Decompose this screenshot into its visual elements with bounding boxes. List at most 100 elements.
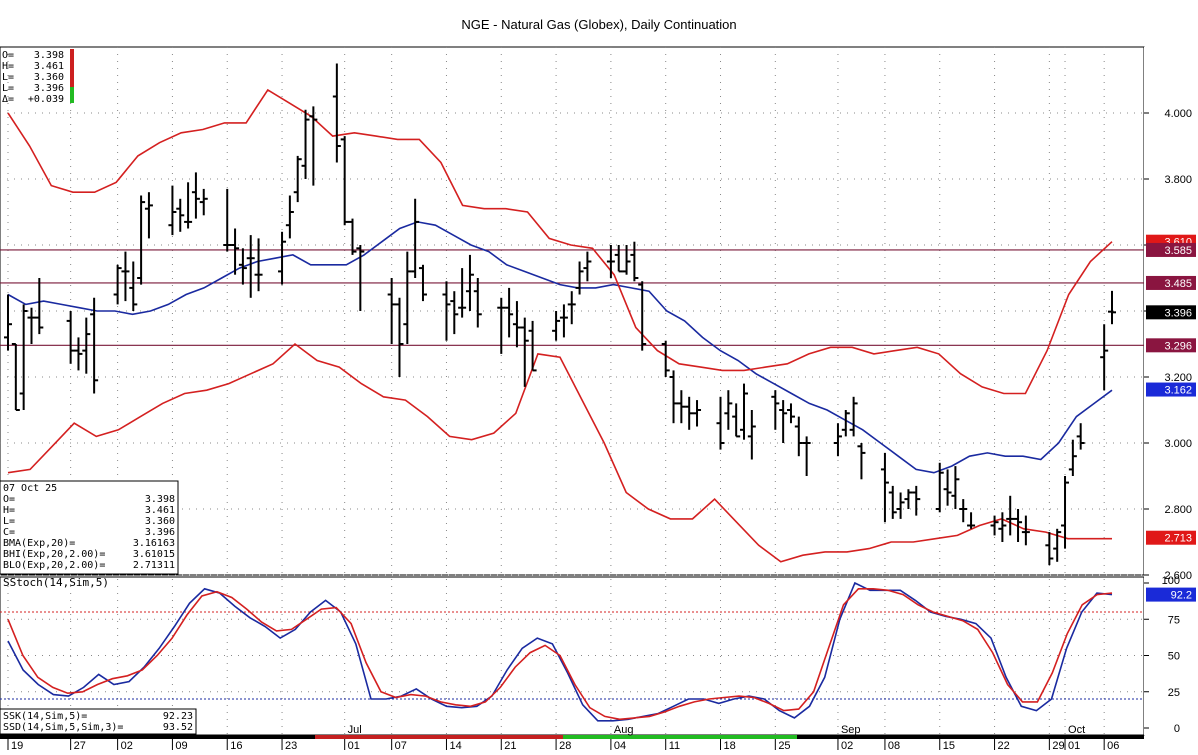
- ohlc-bar: [896, 492, 905, 519]
- stoch-y-axis: 0 25 50 75 100 92.2: [1144, 575, 1196, 735]
- ohlc-bar: [732, 403, 741, 438]
- ohlc-bar: [693, 400, 702, 427]
- ohlc-bar: [1108, 290, 1116, 325]
- moving-average-line: [7, 221, 1113, 474]
- ohlc-bar: [630, 241, 639, 282]
- info-value: 3.461: [145, 505, 175, 516]
- x-tick-label: 21: [504, 740, 516, 752]
- x-tick-label: 02: [121, 740, 133, 752]
- x-tick-label: 08: [888, 740, 900, 752]
- ohlc-bar: [90, 297, 99, 394]
- ohlc-bar: [849, 396, 858, 437]
- ssk-line: [7, 581, 1113, 722]
- readout-green-bar: [70, 87, 74, 103]
- ohlc-bar: [857, 443, 866, 480]
- y-tick-label: 2.800: [1164, 504, 1192, 516]
- ohlc-bar: [771, 390, 780, 430]
- readout-red-bar: [70, 49, 74, 87]
- price-tag: 3.585: [1146, 242, 1196, 257]
- ohlc-bar: [943, 469, 952, 506]
- ohlc-bar: [223, 188, 232, 252]
- ohlc-bar: [786, 403, 795, 424]
- stoch-info-value: 92.23: [163, 711, 193, 722]
- ohlc-bar: [176, 198, 185, 232]
- x-tick-label: 07: [395, 740, 407, 752]
- x-tick-label: 04: [614, 740, 626, 752]
- ohlc-bar: [497, 297, 506, 354]
- ohlc-bar: [387, 278, 396, 344]
- stoch-info-panel: SSK(14,Sim,5)= 92.23 SSD(14,Sim,5,Sim,3)= 9…: [0, 708, 197, 735]
- price-y-axis: 2.600 2.800 3.000 3.200 3.800 4.000: [1144, 108, 1192, 582]
- stoch-info-box: [0, 708, 197, 735]
- ohlc-bar: [912, 485, 921, 516]
- ohlc-bars: [4, 63, 1116, 566]
- ohlc-bar: [254, 238, 263, 292]
- readout-label: L=: [2, 83, 14, 94]
- readout-value: 3.396: [34, 83, 64, 94]
- readout-value: 3.398: [34, 50, 64, 61]
- ohlc-bar: [1014, 509, 1023, 542]
- ohlc-bar: [880, 452, 889, 523]
- info-date: 07 Oct 25: [3, 483, 57, 494]
- ohlc-bar: [998, 512, 1007, 542]
- ohlc-bar: [332, 63, 341, 163]
- ohlc-bar: [418, 264, 427, 302]
- ohlc-bar: [622, 245, 631, 275]
- stoch-info-label: SSK(14,Sim,5)=: [3, 711, 87, 722]
- ohlc-bar: [1045, 532, 1054, 566]
- info-label: BHI(Exp,20,2.00)=: [3, 549, 105, 560]
- price-tag: 3.396: [1146, 305, 1196, 320]
- ohlc-bar: [685, 396, 694, 430]
- ohlc-bar: [638, 281, 647, 351]
- ohlc-bar: [129, 261, 138, 311]
- ohlc-bar: [677, 390, 686, 424]
- ohlc-bar: [1076, 423, 1085, 450]
- ohlc-bar: [567, 291, 576, 325]
- y-tick-label: 2.600: [1164, 570, 1192, 582]
- ohlc-readout: O= 3.398 H= 3.461 L= 3.360 L= 3.396 Δ= +0.039: [2, 49, 74, 105]
- ohlc-bar: [199, 188, 208, 216]
- info-value: 3.396: [145, 527, 175, 538]
- info-label: L=: [3, 516, 15, 527]
- svg-text:3.162: 3.162: [1164, 385, 1192, 397]
- ohlc-bar: [137, 195, 146, 285]
- ohlc-bar: [238, 248, 247, 285]
- x-tick-label: 01: [1068, 740, 1080, 752]
- price-tag: 3.485: [1146, 275, 1196, 290]
- ohlc-bar: [716, 396, 725, 450]
- price-tag: 2.713: [1146, 530, 1196, 545]
- info-label: C=: [3, 527, 15, 538]
- ohlc-bar: [1068, 439, 1077, 476]
- ohlc-bar: [293, 155, 302, 203]
- x-tick-label: 18: [724, 740, 736, 752]
- ohlc-bar: [512, 301, 521, 348]
- info-panel: 07 Oct 25 O= 3.398 H= 3.461 L= 3.360 C= 3.396 BM…: [0, 480, 179, 575]
- info-label: O=: [3, 494, 15, 505]
- ohlc-bar: [904, 489, 913, 509]
- ohlc-bar: [168, 185, 177, 236]
- ohlc-bar: [27, 307, 36, 344]
- x-tick-label: 15: [943, 740, 955, 752]
- month-label: Sep: [841, 724, 861, 736]
- ohlc-bar: [458, 268, 467, 318]
- stoch-y-tick-label: 0: [1174, 723, 1180, 735]
- ohlc-bar: [19, 304, 28, 410]
- ohlc-bar: [348, 218, 357, 255]
- info-value: 2.71311: [133, 560, 175, 571]
- ohlc-bar: [614, 245, 623, 273]
- stochastic-lines: [0, 581, 1144, 722]
- month-label: Jul: [348, 724, 362, 736]
- ohlc-bar: [465, 254, 474, 311]
- ohlc-bar: [11, 343, 20, 411]
- ohlc-bar: [959, 499, 968, 523]
- x-axis-red-segment: [315, 735, 563, 739]
- stoch-title: SStoch(14,Sim,5): [3, 576, 109, 589]
- x-tick-label: 02: [841, 740, 853, 752]
- price-horizontal-lines: [0, 249, 1144, 346]
- x-tick-label: 14: [449, 740, 461, 752]
- x-tick-label: 16: [230, 740, 242, 752]
- info-value: 3.16163: [133, 538, 175, 549]
- stoch-info-value: 93.52: [163, 722, 193, 733]
- svg-text:2.713: 2.713: [1164, 533, 1192, 545]
